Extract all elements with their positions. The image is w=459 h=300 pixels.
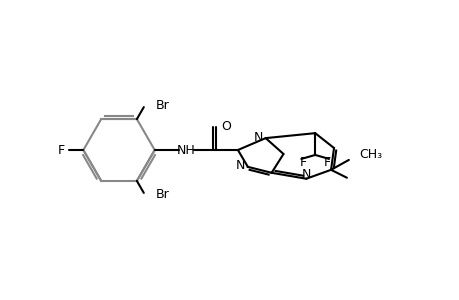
- Text: N: N: [253, 130, 262, 144]
- Text: O: O: [221, 120, 230, 133]
- Text: N: N: [301, 168, 310, 181]
- Text: CH₃: CH₃: [358, 148, 381, 161]
- Text: F: F: [299, 156, 306, 170]
- Text: NH: NH: [177, 143, 196, 157]
- Text: Br: Br: [155, 188, 169, 201]
- Text: F: F: [323, 156, 330, 170]
- Text: F: F: [57, 143, 64, 157]
- Text: N: N: [235, 159, 244, 172]
- Text: Br: Br: [155, 99, 169, 112]
